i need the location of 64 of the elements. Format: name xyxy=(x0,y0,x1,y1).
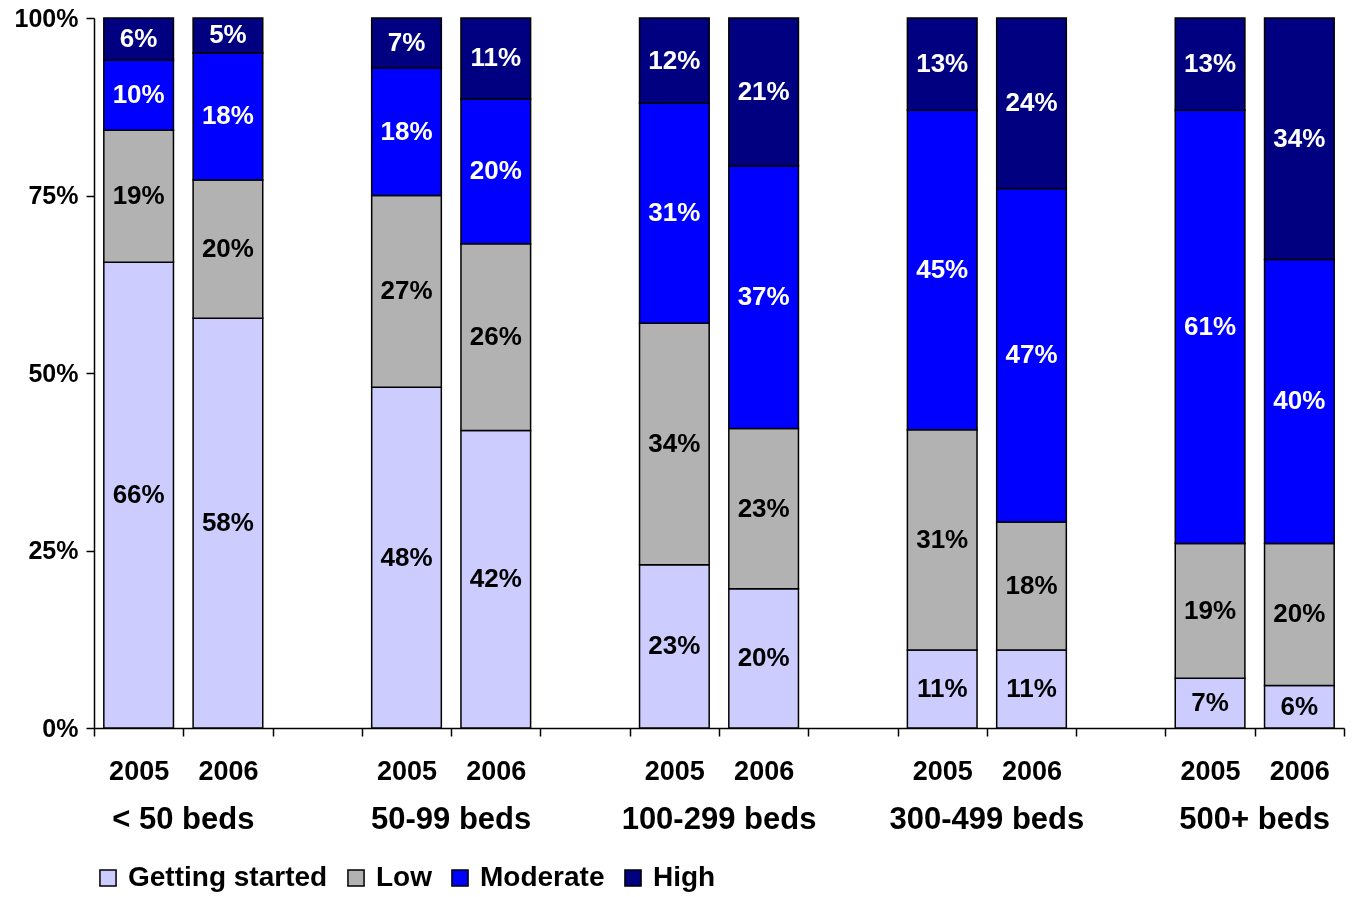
y-tick-label: 100% xyxy=(14,3,79,32)
data-label: 34% xyxy=(648,428,701,458)
text: < 50 beds xyxy=(112,801,255,836)
legend-label: Getting started xyxy=(128,861,328,892)
data-label: 7% xyxy=(387,26,426,57)
data-label: 20% xyxy=(469,155,522,186)
x-tick-label: 2005 xyxy=(109,755,170,786)
y-tick-label: 75% xyxy=(28,181,79,209)
legend-label: Moderate xyxy=(480,861,605,892)
data-label: 47% xyxy=(1005,339,1058,370)
x-tick-label: 2006 xyxy=(734,755,795,786)
data-label: 26% xyxy=(469,321,522,352)
data-label: 40% xyxy=(1273,385,1326,416)
x-tick-label: 2005 xyxy=(1180,755,1241,786)
data-label: 11% xyxy=(916,672,968,703)
text: 50-99 beds xyxy=(371,801,532,836)
data-label: 24% xyxy=(1005,87,1058,118)
x-tick-label: 2006 xyxy=(1001,755,1063,786)
text: 500+ beds xyxy=(1179,801,1331,836)
data-label: 31% xyxy=(916,523,969,554)
data-label: 21% xyxy=(737,75,790,106)
data-label: 58% xyxy=(201,507,254,538)
data-label: 19% xyxy=(112,180,165,211)
y-tick-label: 25% xyxy=(28,536,79,564)
data-label: 23% xyxy=(648,630,701,661)
data-label: 20% xyxy=(201,233,254,264)
data-label: 13% xyxy=(916,48,969,79)
data-label: 45% xyxy=(916,254,969,285)
data-label: 19% xyxy=(1184,594,1237,625)
data-label: 18% xyxy=(1005,570,1058,600)
data-label: 18% xyxy=(201,100,254,131)
text: 100-299 beds xyxy=(621,801,817,836)
data-label: 20% xyxy=(1273,598,1326,629)
data-label: 48% xyxy=(380,541,433,572)
x-tick-label: 2006 xyxy=(198,755,259,786)
y-tick-label: 0% xyxy=(42,713,79,742)
x-tick-label: 2006 xyxy=(1269,755,1330,786)
data-label: 11% xyxy=(1006,672,1057,703)
data-label: 61% xyxy=(1184,310,1237,341)
data-label: 13% xyxy=(1184,48,1237,79)
data-label: 20% xyxy=(737,642,790,673)
data-label: 42% xyxy=(469,563,522,594)
legend-label: High xyxy=(653,861,716,892)
data-label: 7% xyxy=(1191,687,1229,718)
x-tick-label: 2005 xyxy=(644,755,705,786)
data-label: 66% xyxy=(112,479,165,510)
data-label: 11% xyxy=(470,42,522,73)
data-label: 6% xyxy=(1280,690,1319,721)
y-tick-label: 50% xyxy=(28,358,79,387)
x-tick-label: 2006 xyxy=(466,755,527,786)
data-label: 27% xyxy=(380,275,433,306)
legend-label: Low xyxy=(376,861,433,892)
data-label: 12% xyxy=(648,44,701,75)
data-label: 23% xyxy=(737,492,790,523)
text: 300-499 beds xyxy=(889,801,1085,836)
x-tick-label: 2005 xyxy=(912,755,973,786)
x-tick-label: 2005 xyxy=(376,755,438,786)
data-label: 18% xyxy=(380,115,433,146)
data-label: 5% xyxy=(209,19,247,50)
data-label: 34% xyxy=(1273,122,1326,153)
data-label: 6% xyxy=(119,22,158,53)
data-label: 37% xyxy=(737,281,790,312)
data-label: 31% xyxy=(648,197,701,228)
data-label: 10% xyxy=(112,79,165,110)
